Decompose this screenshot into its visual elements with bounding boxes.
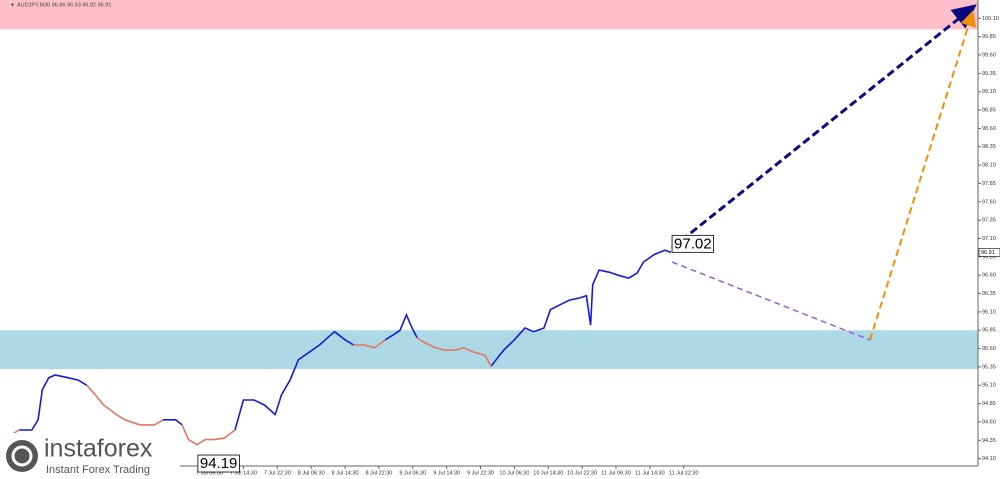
y-tick-label: 99.85 (982, 34, 996, 40)
x-tick-label: 11 Jul 06:30 (601, 470, 631, 476)
x-tick-label: 10 Jul 06:30 (499, 470, 529, 476)
y-tick-label: 100.10 (982, 16, 999, 22)
y-tick-label: 98.85 (982, 108, 996, 114)
x-tick-label: 8 Jul 14:30 (332, 470, 359, 476)
x-tick-label: 9 Jul 22:30 (467, 470, 494, 476)
y-tick-label: 97.85 (982, 181, 996, 187)
title-marker: ▼ (10, 2, 15, 8)
y-tick-label: 96.60 (982, 273, 996, 279)
forecast-arrow (671, 4, 977, 250)
price-line (163, 419, 183, 426)
price-line (19, 374, 88, 431)
brand-tagline: Instant Forex Trading (46, 464, 150, 476)
price-line (234, 330, 354, 431)
y-tick-label: 94.85 (982, 401, 996, 407)
x-tick-label: 7 Jul 22:30 (264, 470, 291, 476)
forecast-arrow (869, 10, 977, 341)
y-tick-label: 94.10 (982, 456, 996, 462)
y-tick-label: 98.35 (982, 144, 996, 150)
y-tick-label: 94.35 (982, 438, 996, 444)
price-line (384, 312, 418, 341)
last-price-box (978, 248, 1000, 257)
y-tick-label: 99.10 (982, 89, 996, 95)
x-tick-label: 10 Jul 14:30 (533, 470, 563, 476)
price-line (416, 336, 492, 367)
x-tick-label: 11 Jul 14:30 (635, 470, 665, 476)
y-tick-label: 97.35 (982, 218, 996, 224)
y-tick-label: 97.60 (982, 199, 996, 205)
y-tick-label: 96.10 (982, 309, 996, 315)
y-tick-label: 95.10 (982, 383, 996, 389)
price-line (490, 249, 672, 367)
price-line (181, 424, 236, 446)
x-tick-label: 9 Jul 14:30 (433, 470, 460, 476)
price-line (86, 384, 164, 426)
y-tick-label: 97.10 (982, 236, 996, 242)
x-tick-label: 10 Jul 22:30 (567, 470, 597, 476)
y-tick-label: 96.35 (982, 291, 996, 297)
price-annotation: 97.02 (674, 235, 712, 252)
y-tick-label: 99.60 (982, 52, 996, 58)
y-tick-label: 98.10 (982, 163, 996, 169)
x-tick-label: 9 Jul 06:30 (399, 470, 426, 476)
logo-icon (6, 440, 38, 472)
brand-name: instaforex (44, 435, 153, 463)
zone (0, 0, 978, 30)
forecast-line (671, 261, 871, 341)
logo-icon (11, 445, 33, 467)
y-tick-label: 98.60 (982, 126, 996, 132)
x-tick-label: 8 Jul 22:30 (365, 470, 392, 476)
y-tick-label: 96.85 (982, 254, 996, 260)
chart-title: AUDJPY,M30 96.86 96.93 96.82 96.91 (17, 2, 111, 8)
watermark: instaforex Instant Forex Trading (0, 433, 180, 479)
y-tick-label: 95.60 (982, 346, 996, 352)
x-tick-label: 7 Jul 14:30 (230, 470, 257, 476)
y-tick-label: 99.35 (982, 71, 996, 77)
price-annotation: 94.19 (200, 455, 238, 472)
x-tick-label: 8 Jul 06:30 (298, 470, 325, 476)
annotation-box (671, 234, 714, 253)
annotation-box (197, 454, 240, 473)
y-tick-label: 95.35 (982, 364, 996, 370)
x-tick-label: 11 Jul 22:30 (669, 470, 699, 476)
x-tick-label: 7 Jul 06:30 (196, 470, 223, 476)
price-line (353, 339, 386, 349)
y-tick-label: 95.85 (982, 328, 996, 334)
y-tick-label: 94.60 (982, 419, 996, 425)
last-price-label: 96.91 (981, 250, 995, 256)
